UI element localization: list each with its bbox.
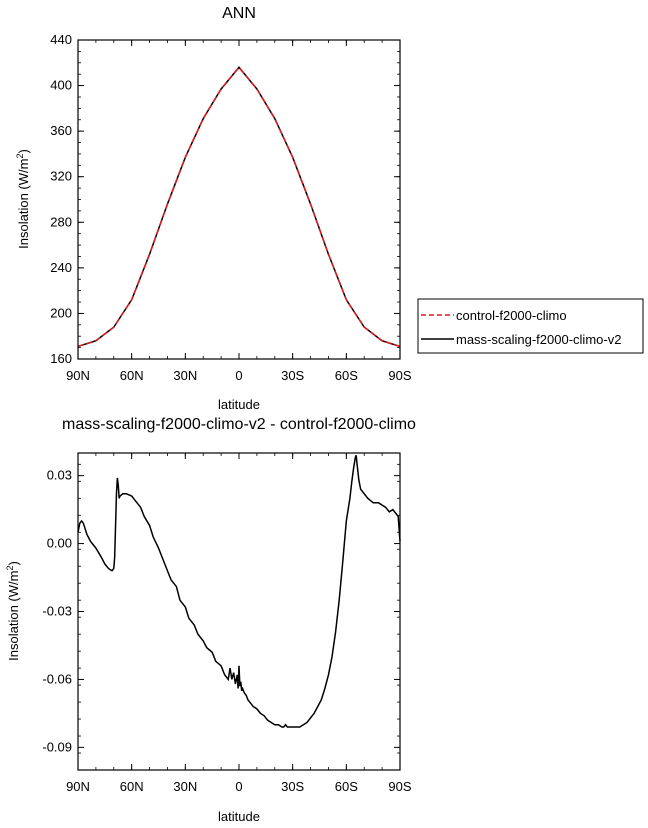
bottom-x-axis-label: latitude <box>218 809 260 824</box>
top-ticks: 160 200 240 280 320 360 400 440 90N 60N 30N 0 30S 60S… <box>50 32 412 383</box>
top-y-axis-label: Insolation (W/m2) <box>15 149 31 249</box>
bottom-y-axis-label: Insolation (W/m2) <box>5 561 21 661</box>
bottom-series-group <box>77 454 401 728</box>
bottom-ytick-label: -0.03 <box>42 604 72 619</box>
top-plot-frame <box>77 39 401 360</box>
bottom-series-line-difference <box>77 454 401 728</box>
bottom-chart-title: mass-scaling-f2000-climo-v2 - control-f2… <box>62 416 416 433</box>
top-ytick-label: 360 <box>50 123 72 138</box>
top-xtick-label: 90S <box>388 368 411 383</box>
legend-label-control: control-f2000-climo <box>456 308 567 323</box>
top-chart-title: ANN <box>222 5 256 22</box>
top-ytick-label: 320 <box>50 169 72 184</box>
top-xtick-label: 60N <box>120 368 144 383</box>
bottom-xtick-label: 60N <box>120 779 144 794</box>
bottom-xtick-label: 90N <box>66 779 90 794</box>
top-x-axis-label: latitude <box>218 397 260 412</box>
bottom-plot-frame <box>77 452 401 771</box>
bottom-ytick-label: 0.03 <box>47 468 72 483</box>
bottom-xtick-label: 0 <box>235 779 242 794</box>
bottom-ytick-label: 0.00 <box>47 536 72 551</box>
legend: control-f2000-climo mass-scaling-f2000-c… <box>417 298 644 354</box>
legend-label-mass-scaling: mass-scaling-f2000-climo-v2 <box>456 332 621 347</box>
top-ytick-label: 440 <box>50 32 72 47</box>
top-series-group <box>77 66 401 348</box>
bottom-xtick-label: 60S <box>335 779 358 794</box>
top-ytick-label: 280 <box>50 214 72 229</box>
top-series-line-mass-scaling-f2000-climo-v2 <box>77 66 401 348</box>
bottom-ytick-label: -0.09 <box>42 739 72 754</box>
top-ytick-label: 200 <box>50 305 72 320</box>
top-series-line-control-f2000-climo <box>77 66 401 348</box>
bottom-xtick-label: 30N <box>173 779 197 794</box>
bottom-panel: mass-scaling-f2000-climo-v2 - control-f2… <box>5 416 416 824</box>
top-xtick-label: 60S <box>335 368 358 383</box>
top-ytick-label: 400 <box>50 78 72 93</box>
top-panel: ANN 160 200 240 280 320 360 400 440 90N 60N 30N 0 30… <box>15 5 412 412</box>
bottom-xtick-label: 90S <box>388 779 411 794</box>
bottom-ticks: 0.03 0.00 -0.03 -0.06 -0.09 90N 60N 30N 0 30S 60S 9… <box>42 453 412 794</box>
top-ytick-label: 160 <box>50 351 72 366</box>
legend-box <box>417 298 644 354</box>
top-xtick-label: 30N <box>173 368 197 383</box>
bottom-ytick-label: -0.06 <box>42 671 72 686</box>
bottom-xtick-label: 30S <box>281 779 304 794</box>
top-ytick-label: 240 <box>50 260 72 275</box>
top-xtick-label: 30S <box>281 368 304 383</box>
top-xtick-label: 0 <box>235 368 242 383</box>
top-xtick-label: 90N <box>66 368 90 383</box>
